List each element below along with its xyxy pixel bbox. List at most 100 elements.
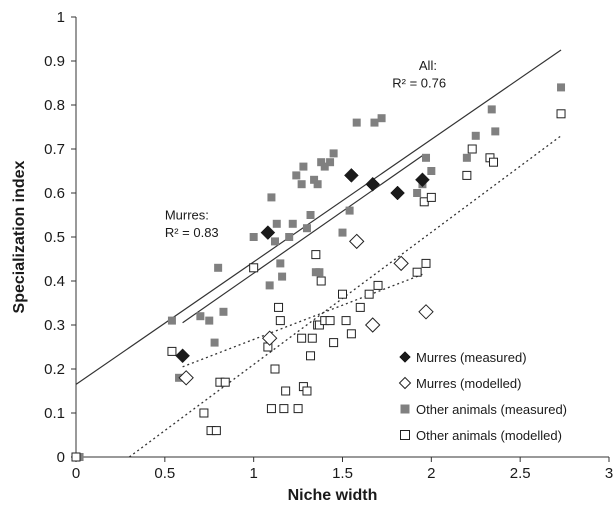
- data-point: [329, 338, 339, 348]
- data-point: [220, 377, 230, 387]
- data-point: [292, 171, 301, 180]
- y-tick-label: 1: [57, 9, 65, 26]
- data-point: [313, 180, 322, 189]
- data-point: [311, 250, 321, 260]
- data-point: [285, 233, 294, 241]
- data-point: [265, 281, 274, 290]
- y-tick-label: 0.5: [44, 229, 65, 246]
- x-tick-label: 3: [605, 465, 613, 482]
- data-point: [418, 304, 434, 320]
- data-point: [315, 268, 324, 277]
- data-point: [364, 289, 374, 299]
- data-point: [364, 317, 381, 333]
- legend-label: Murres (modelled): [416, 376, 521, 391]
- data-point: [310, 175, 319, 184]
- x-axis-title: Niche width: [288, 487, 378, 504]
- data-point: [175, 348, 190, 364]
- data-point: [267, 193, 276, 202]
- annotation-label: Murres:: [165, 207, 209, 222]
- data-point: [352, 118, 361, 127]
- data-point: [421, 258, 431, 268]
- data-point: [297, 333, 307, 343]
- x-tick-label: 1: [249, 465, 257, 482]
- trendline-murres-modelled: [182, 273, 423, 368]
- data-point: [320, 162, 329, 171]
- data-point: [377, 114, 386, 123]
- data-point: [306, 211, 315, 219]
- data-point: [260, 225, 276, 240]
- x-tick-label: 0.5: [154, 465, 175, 482]
- x-tick-label: 0: [72, 465, 80, 482]
- data-point: [275, 316, 285, 326]
- data-point: [326, 158, 335, 167]
- data-point: [338, 289, 347, 299]
- data-point: [274, 302, 284, 312]
- data-point: [415, 172, 430, 188]
- data-point: [270, 364, 280, 374]
- data-point: [341, 316, 351, 326]
- y-axis-title: Specialization index: [11, 160, 28, 313]
- annotation-label: All:: [419, 58, 437, 73]
- data-point: [370, 118, 379, 127]
- data-point: [196, 312, 205, 321]
- data-point: [219, 307, 228, 316]
- data-point: [355, 302, 365, 312]
- data-point: [167, 316, 176, 325]
- trendline-all-measured: [75, 49, 562, 385]
- y-tick-label: 0.6: [44, 185, 65, 202]
- trendlines: [75, 49, 562, 458]
- series-murres-measured: [175, 168, 430, 364]
- data-point: [462, 170, 472, 180]
- data-point: [214, 263, 223, 272]
- data-point: [325, 316, 335, 326]
- data-point: [249, 263, 259, 273]
- legend-marker: [398, 376, 412, 390]
- series-other-animals-modelled: [71, 109, 566, 462]
- annotation-label: R² = 0.76: [392, 75, 446, 90]
- data-point: [297, 180, 306, 189]
- data-point: [344, 168, 359, 183]
- data-point: [412, 267, 422, 277]
- data-point: [345, 206, 354, 215]
- data-point: [249, 233, 258, 241]
- data-point: [178, 370, 194, 386]
- data-point: [467, 144, 477, 154]
- data-point: [487, 105, 496, 114]
- data-point: [346, 329, 356, 339]
- data-point: [167, 346, 177, 356]
- data-point: [266, 404, 276, 414]
- legend-marker: [400, 430, 410, 440]
- data-point: [390, 185, 405, 201]
- data-point: [302, 224, 311, 233]
- y-tick-label: 0.7: [44, 141, 65, 158]
- y-tick-label: 0.1: [44, 405, 65, 422]
- data-point: [199, 408, 209, 418]
- annotations: All: R² = 0.76 Murres: R² = 0.83: [165, 58, 446, 240]
- data-point: [393, 255, 409, 272]
- data-point: [329, 149, 338, 158]
- data-point: [317, 158, 326, 167]
- y-tick-label: 0: [57, 449, 65, 466]
- y-tick-label: 0.4: [44, 273, 65, 290]
- legend-marker: [399, 351, 411, 363]
- data-point: [489, 157, 499, 167]
- data-point: [205, 316, 214, 325]
- legend-marker: [400, 404, 410, 414]
- y-tick-label: 0.2: [44, 361, 65, 378]
- y-tick-label: 0.9: [44, 53, 65, 70]
- data-point: [422, 153, 431, 162]
- data-point: [211, 426, 221, 436]
- data-point: [279, 404, 289, 414]
- y-tick-label: 0.3: [44, 317, 65, 334]
- axes: 0 0.5 1 1.5 2 2.5 3 0 0.1 0.2 0.3 0.4 0.5 0.6 0.7 0.8 0.…: [11, 9, 613, 504]
- data-point: [491, 127, 500, 136]
- data-point: [71, 452, 81, 462]
- data-point: [426, 192, 436, 202]
- x-tick-label: 1.5: [332, 465, 353, 482]
- data-point: [288, 219, 297, 228]
- data-point: [413, 189, 422, 197]
- annotation-label: R² = 0.83: [165, 225, 219, 240]
- data-point: [373, 280, 383, 290]
- y-tick-label: 0.8: [44, 97, 65, 114]
- data-point: [365, 176, 381, 192]
